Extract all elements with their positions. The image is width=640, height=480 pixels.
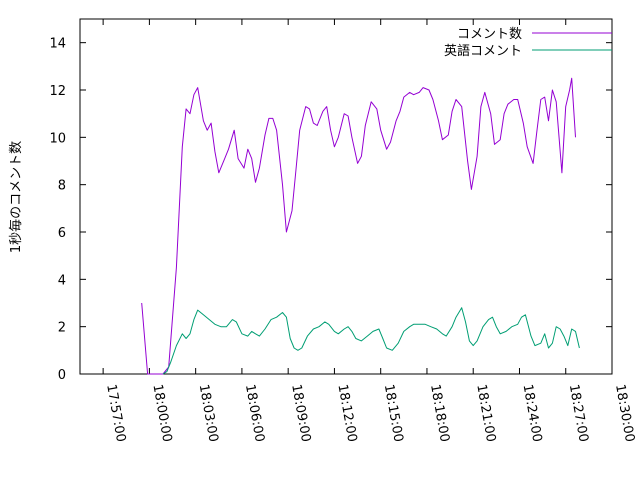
x-tick-label: 18:27:00 xyxy=(566,383,591,443)
x-tick-label: 18:30:00 xyxy=(612,383,637,443)
y-axis-title: 1秒毎のコメント数 xyxy=(8,141,24,253)
x-tick-label: 18:15:00 xyxy=(381,383,406,443)
x-tick-label: 18:03:00 xyxy=(196,383,221,443)
y-tick-label: 14 xyxy=(49,37,66,52)
y-tick-label: 0 xyxy=(58,368,66,383)
series-lines xyxy=(141,77,580,375)
x-tick-label: 18:18:00 xyxy=(427,383,452,443)
x-tick-label: 18:06:00 xyxy=(242,383,267,443)
y-tick-label: 8 xyxy=(58,179,66,194)
x-tick-label: 18:09:00 xyxy=(288,383,313,443)
y-tick-label: 12 xyxy=(49,84,66,99)
series-line-1 xyxy=(141,77,576,375)
x-tick-label: 18:21:00 xyxy=(473,383,498,443)
x-axis-ticks: 17:57:00 18:00:00 18:03:00 18:06:00 18:09:00… xyxy=(102,19,637,443)
y-tick-label: 4 xyxy=(58,273,66,288)
legend-label: コメント数 xyxy=(457,27,522,42)
x-tick-label: 18:00:00 xyxy=(149,383,174,443)
x-tick-label: 17:57:00 xyxy=(103,383,128,443)
x-tick-label: 18:24:00 xyxy=(520,383,545,443)
legend-label: 英語コメント xyxy=(444,43,522,59)
x-tick-label: 18:12:00 xyxy=(334,383,359,443)
y-tick-label: 6 xyxy=(58,226,66,241)
plot-border xyxy=(79,18,613,375)
series-line-2 xyxy=(162,307,580,375)
y-axis-ticks: 0 2 4 6 8 10 12 14 xyxy=(49,37,612,383)
y-tick-label: 2 xyxy=(58,321,66,336)
y-tick-label: 10 xyxy=(49,131,66,146)
plot-area xyxy=(79,18,613,375)
